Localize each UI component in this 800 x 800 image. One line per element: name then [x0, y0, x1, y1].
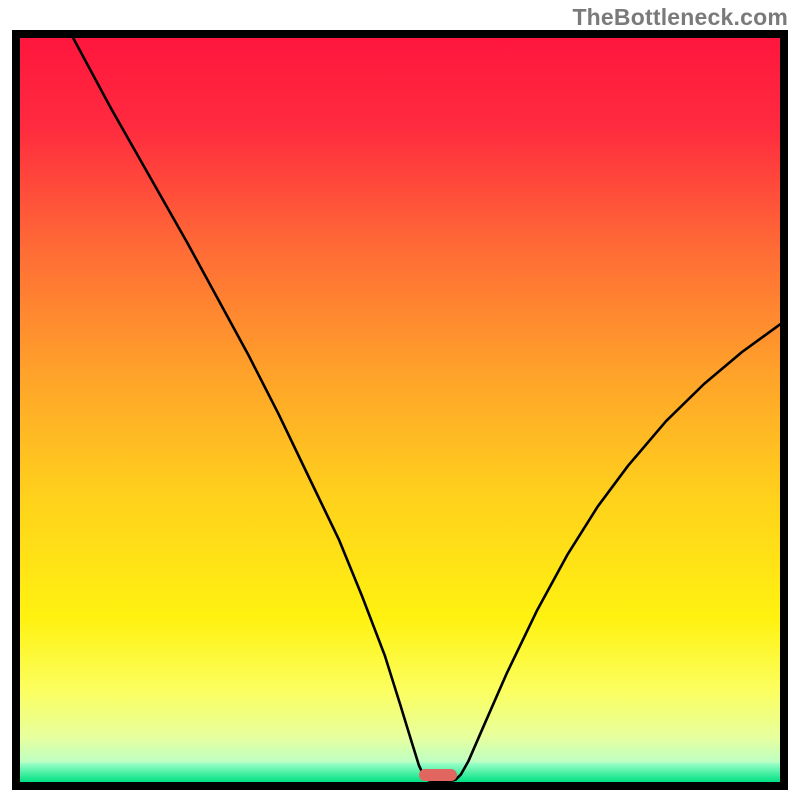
- chart-stage: TheBottleneck.com: [0, 0, 800, 800]
- plot-border: [12, 30, 788, 790]
